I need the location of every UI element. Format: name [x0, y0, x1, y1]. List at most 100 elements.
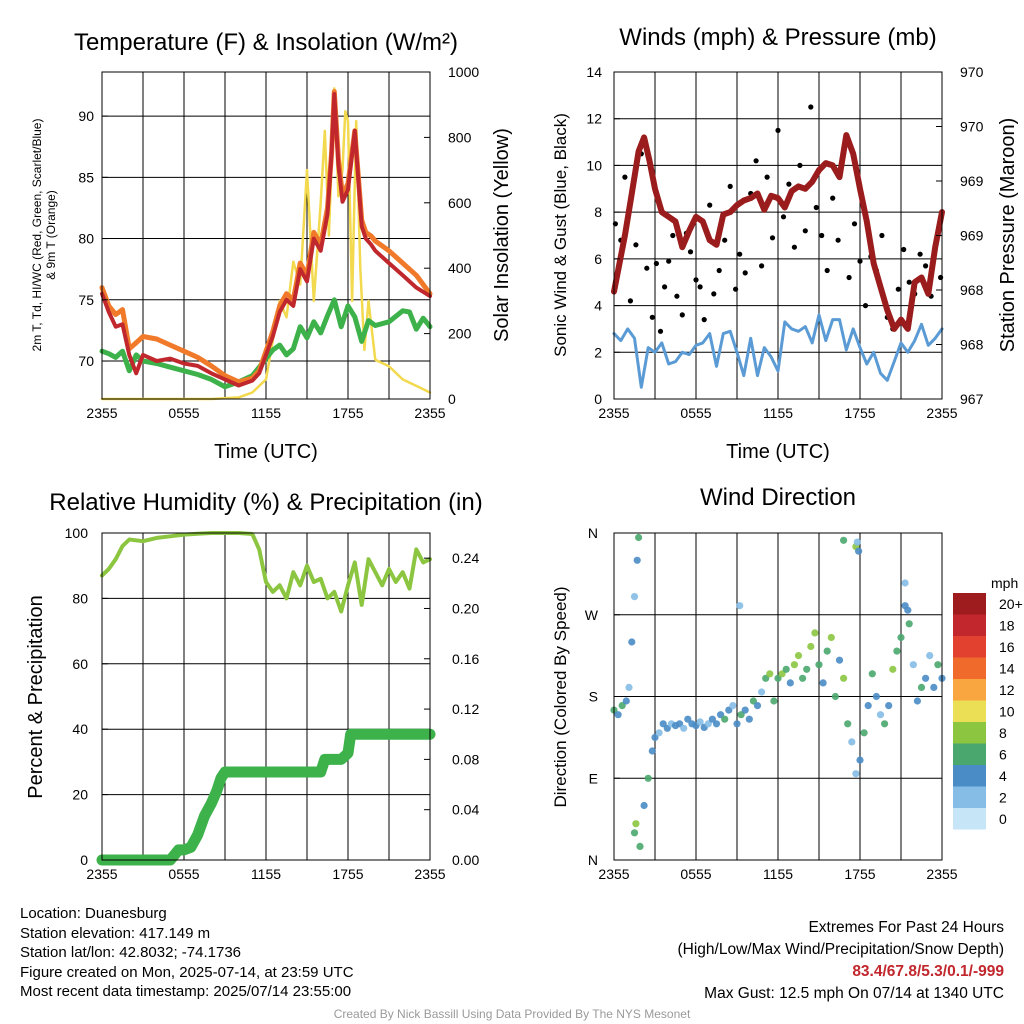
gust-point	[901, 246, 907, 253]
direction-point	[633, 556, 641, 564]
y-tick-label: 6	[594, 251, 602, 267]
gust-point	[644, 265, 650, 271]
y-tick-label: N	[588, 525, 598, 541]
y2-tick-label: 970	[960, 119, 984, 135]
direction-point	[840, 536, 848, 544]
legend-swatch	[953, 614, 986, 636]
direction-point	[881, 720, 889, 728]
direction-point	[737, 711, 745, 719]
figure-created: Figure created on Mon, 2025-07-14, at 23…	[20, 963, 354, 981]
direction-point	[684, 715, 692, 723]
temperature-panel: Temperature (F) & Insolation (W/m²) 2355…	[30, 29, 513, 463]
gust-point	[742, 270, 748, 276]
direction-point	[741, 706, 749, 714]
y-tick-label: 14	[586, 64, 602, 80]
wind-direction-chart-title: Wind Direction	[700, 484, 856, 511]
gust-point	[674, 293, 680, 299]
x-tick-label: 1155	[763, 405, 793, 421]
y-tick-label: N	[588, 852, 598, 868]
gust-point	[657, 328, 664, 334]
temperature-x-axis-label: Time (UTC)	[214, 441, 318, 463]
temperature-chart-title: Temperature (F) & Insolation (W/m²)	[74, 29, 458, 56]
dewpoint-line	[99, 297, 433, 390]
x-tick-label: 0555	[168, 405, 199, 421]
direction-point	[635, 533, 643, 542]
gust-point	[923, 263, 929, 269]
legend-swatch	[953, 657, 986, 679]
legend-label: 12	[999, 682, 1015, 698]
direction-point	[811, 629, 819, 637]
winds-x-axis-label: Time (UTC)	[726, 441, 830, 463]
humidity-axes: 2355 0555 1155 1755 23550204060801000.000.04…	[65, 525, 480, 882]
y2-tick-label: 0.04	[452, 802, 479, 818]
y-tick-label: 100	[65, 525, 89, 541]
legend-swatch	[953, 765, 986, 787]
x-tick-label: 2355	[414, 866, 445, 882]
gust-point	[830, 195, 836, 201]
direction-point	[844, 720, 852, 728]
x-tick-label: 1155	[251, 405, 281, 421]
direction-point	[934, 661, 942, 669]
gust-point	[791, 244, 798, 250]
y2-tick-label: 0.20	[452, 600, 479, 616]
temperature-series	[99, 87, 433, 401]
direction-point	[876, 711, 885, 719]
direction-point	[853, 538, 861, 546]
humidity-series	[96, 531, 436, 866]
legend-swatch	[953, 593, 986, 615]
y-tick-label: 80	[72, 590, 88, 606]
gust-point	[862, 303, 869, 309]
direction-point	[926, 652, 934, 660]
y2-tick-label: 600	[448, 195, 472, 211]
direction-point	[614, 711, 622, 719]
direction-point	[872, 692, 881, 701]
direction-point	[753, 702, 762, 710]
gust-point	[670, 232, 676, 239]
direction-point	[636, 842, 644, 851]
direction-point	[901, 579, 909, 587]
x-tick-label: 0555	[680, 405, 711, 421]
x-tick-label: 1155	[251, 866, 281, 882]
direction-point	[655, 729, 663, 737]
direction-point	[648, 747, 656, 755]
gust-point	[711, 291, 717, 297]
legend-swatch	[953, 679, 986, 701]
gust-point	[851, 221, 858, 227]
gust-point	[846, 274, 852, 281]
gust-point	[707, 202, 713, 208]
direction-point	[860, 729, 868, 737]
y-tick-label: 40	[72, 721, 88, 737]
direction-point	[749, 697, 758, 705]
direction-point	[651, 733, 659, 742]
direction-point	[736, 602, 744, 610]
y2-tick-label: 0.24	[452, 550, 479, 566]
gust-point	[693, 277, 699, 283]
gust-point	[802, 228, 808, 234]
gust-point	[835, 237, 841, 243]
y2-tick-label: 0.08	[452, 751, 479, 767]
extremes-subtitle: (High/Low/Max Wind/Precipitation/Snow De…	[677, 941, 1005, 958]
station-info: Location: Duanesburg Station elevation: …	[20, 904, 354, 1002]
x-tick-label: 1755	[332, 405, 363, 421]
y-tick-label: 8	[594, 204, 602, 220]
direction-point	[831, 692, 840, 701]
pressure-line	[611, 132, 945, 332]
direction-point	[868, 670, 876, 678]
direction-point	[799, 674, 807, 682]
precipitation-line	[96, 728, 436, 866]
wind-direction-y-axis-label: Direction (Colored By Speed)	[551, 586, 570, 807]
direction-point	[640, 801, 648, 810]
y-tick-label: 0	[80, 852, 88, 868]
gust-point	[759, 263, 765, 269]
gust-point	[917, 251, 923, 257]
direction-point	[794, 652, 803, 660]
gust-point	[819, 232, 825, 239]
gust-point	[808, 104, 814, 110]
wind-speed-line	[612, 313, 944, 389]
station-latlon: Station lat/lon: 42.8032; -74.1736	[20, 944, 242, 961]
humidity-chart-title: Relative Humidity (%) & Precipitation (i…	[49, 489, 482, 516]
winds-series	[611, 104, 945, 389]
legend-label: 14	[999, 661, 1015, 677]
y-tick-label: 2	[594, 344, 602, 360]
